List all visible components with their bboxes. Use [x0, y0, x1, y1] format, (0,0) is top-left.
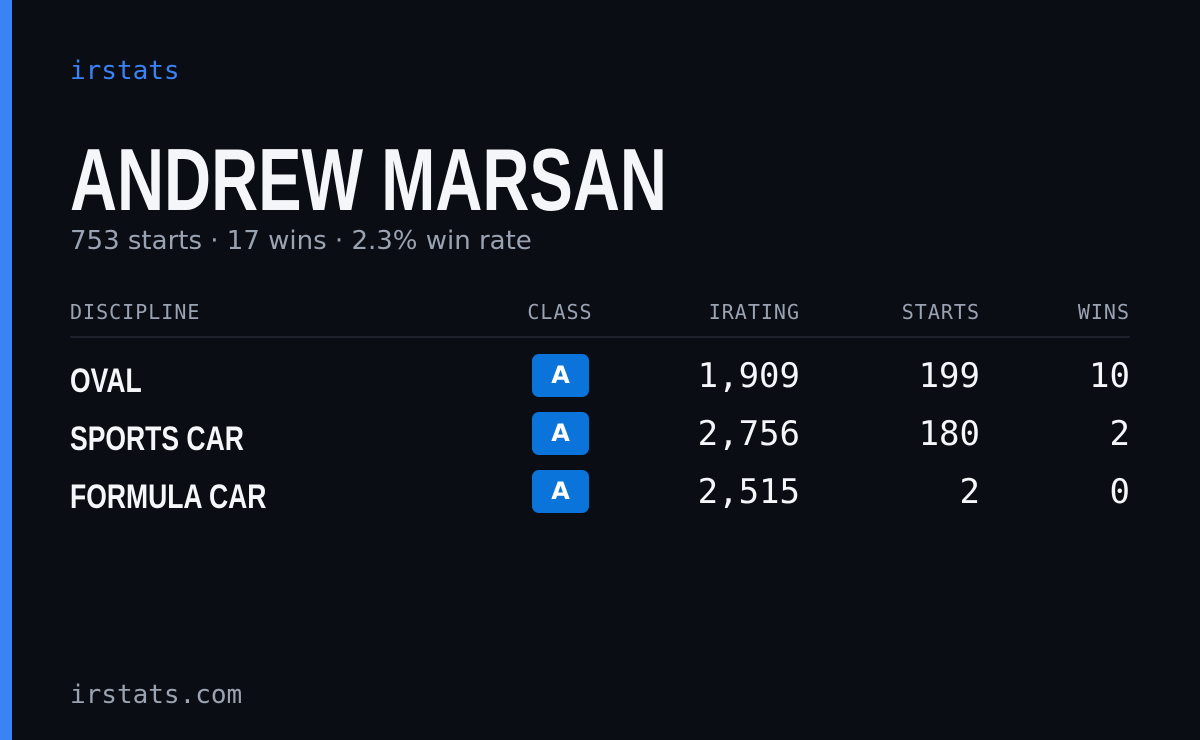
- footer: irstats.com: [70, 680, 243, 710]
- stat-value: 2,756: [697, 414, 800, 454]
- class-badge: A: [532, 354, 589, 397]
- column-header: DISCIPLINE: [70, 300, 201, 324]
- stat-value: 180: [918, 414, 980, 454]
- column-header: IRATING: [708, 300, 800, 324]
- stat-value: 2: [959, 472, 980, 512]
- stat-value: 0: [1109, 472, 1130, 512]
- header-rule: [70, 336, 1130, 338]
- summary: 753 starts · 17 wins · 2.3% win rate: [70, 226, 532, 256]
- stat-value: 2,515: [697, 472, 800, 512]
- stat-value: 10: [1089, 356, 1130, 396]
- column-header: STARTS: [901, 300, 980, 324]
- column-header: WINS: [1077, 300, 1130, 324]
- discipline: SPORTS CAR: [70, 420, 244, 458]
- accent-bar: [0, 0, 12, 740]
- discipline: FORMULA CAR: [70, 478, 267, 516]
- stat-value: 1,909: [697, 356, 800, 396]
- brand: irstats: [70, 56, 180, 86]
- column-header: CLASS: [527, 300, 593, 324]
- class-badge: A: [532, 470, 589, 513]
- stat-value: 199: [918, 356, 980, 396]
- driver-name: ANDREW MARSAN: [70, 130, 667, 229]
- stat-value: 2: [1109, 414, 1130, 454]
- discipline: OVAL: [70, 362, 142, 400]
- class-badge: A: [532, 412, 589, 455]
